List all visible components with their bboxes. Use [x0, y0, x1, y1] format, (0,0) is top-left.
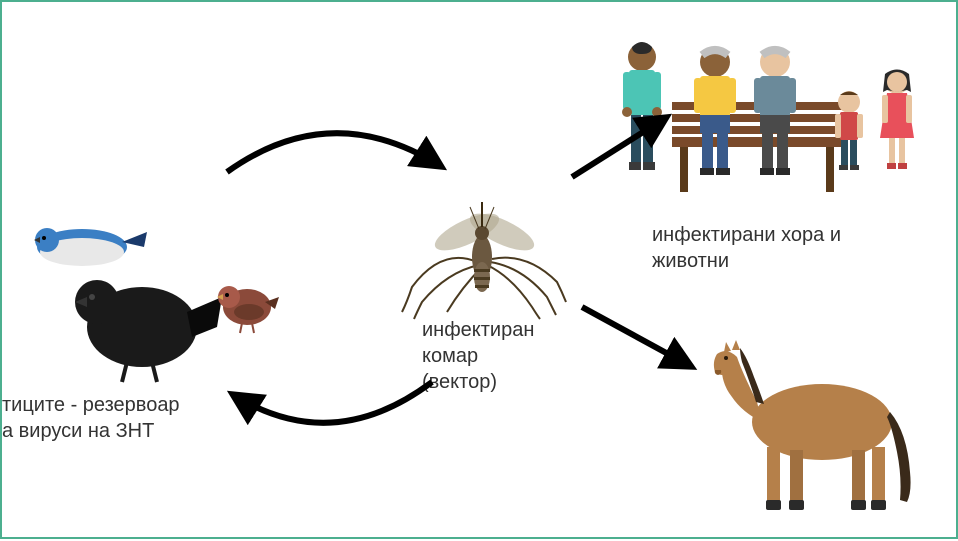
arrow-mosquito-to-horse [582, 307, 692, 367]
arrows [2, 2, 958, 541]
arrow-mosquito-to-birds [232, 382, 432, 423]
arrow-birds-to-mosquito [227, 133, 442, 172]
arrow-mosquito-to-people [572, 117, 667, 177]
